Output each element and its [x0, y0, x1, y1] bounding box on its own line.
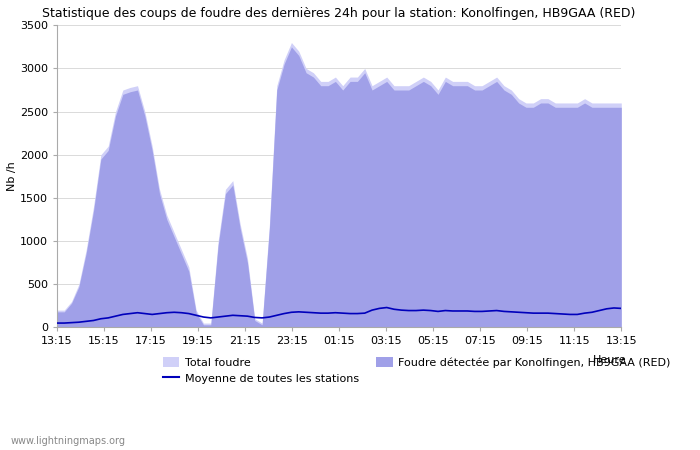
Legend: Total foudre, Moyenne de toutes les stations, Foudre détectée par Konolfingen, H: Total foudre, Moyenne de toutes les stat…: [158, 352, 675, 388]
Y-axis label: Nb /h: Nb /h: [7, 162, 17, 191]
Text: www.lightningmaps.org: www.lightningmaps.org: [10, 436, 125, 446]
Title: Statistique des coups de foudre des dernières 24h pour la station: Konolfingen, : Statistique des coups de foudre des dern…: [43, 7, 636, 20]
Text: Heure: Heure: [594, 355, 627, 365]
